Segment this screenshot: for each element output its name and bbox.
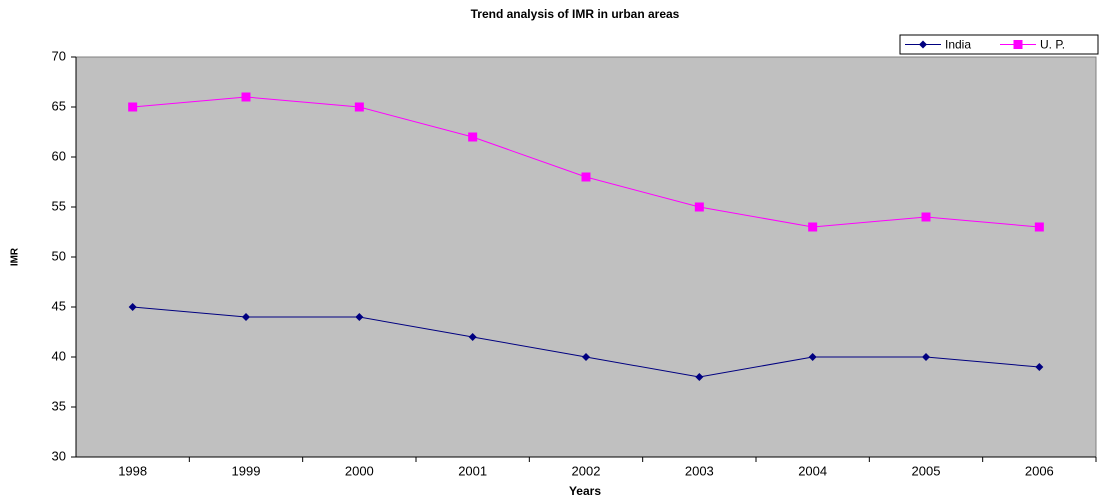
x-tick-label: 1999 xyxy=(232,463,261,478)
marker xyxy=(354,102,364,112)
y-tick-label: 60 xyxy=(52,148,66,163)
marker xyxy=(1035,363,1044,371)
marker xyxy=(808,222,818,232)
x-tick-label: 1998 xyxy=(118,463,147,478)
marker xyxy=(1013,40,1023,49)
marker xyxy=(242,313,250,321)
x-tick-label: 2003 xyxy=(685,463,714,478)
legend-label: India xyxy=(945,38,971,52)
marker xyxy=(694,202,704,212)
marker xyxy=(128,303,137,311)
y-axis-label: IMR xyxy=(10,247,21,266)
marker xyxy=(582,353,590,361)
marker xyxy=(921,212,931,222)
x-tick-label: 2005 xyxy=(912,463,941,478)
marker xyxy=(355,313,364,321)
legend-box xyxy=(899,34,1099,55)
x-tick-label: 2001 xyxy=(458,463,487,478)
x-tick-label: 2000 xyxy=(345,463,374,478)
marker xyxy=(468,132,478,142)
x-tick-label: 2002 xyxy=(572,463,601,478)
x-tick-label: 2004 xyxy=(798,463,827,478)
marker xyxy=(241,92,251,102)
chart-title: Trend analysis of IMR in urban areas xyxy=(471,7,680,21)
marker xyxy=(1034,222,1044,232)
y-tick-label: 65 xyxy=(52,98,66,113)
marker xyxy=(922,353,930,361)
marker xyxy=(919,40,927,49)
y-tick-label: 30 xyxy=(52,448,66,463)
marker xyxy=(128,102,138,112)
y-tick-label: 40 xyxy=(52,348,66,363)
marker xyxy=(695,373,704,381)
x-axis-label: Years xyxy=(569,484,601,498)
plot-area xyxy=(75,56,1097,458)
x-tick-label: 2006 xyxy=(1025,463,1054,478)
y-tick-label: 45 xyxy=(52,298,66,313)
legend-label: U. P. xyxy=(1040,38,1065,52)
y-tick-label: 55 xyxy=(52,198,66,213)
marker xyxy=(468,333,477,341)
y-tick-label: 70 xyxy=(52,48,66,63)
marker xyxy=(808,353,817,361)
marker xyxy=(581,172,591,182)
y-tick-label: 35 xyxy=(52,398,66,413)
y-tick-label: 50 xyxy=(52,248,66,263)
